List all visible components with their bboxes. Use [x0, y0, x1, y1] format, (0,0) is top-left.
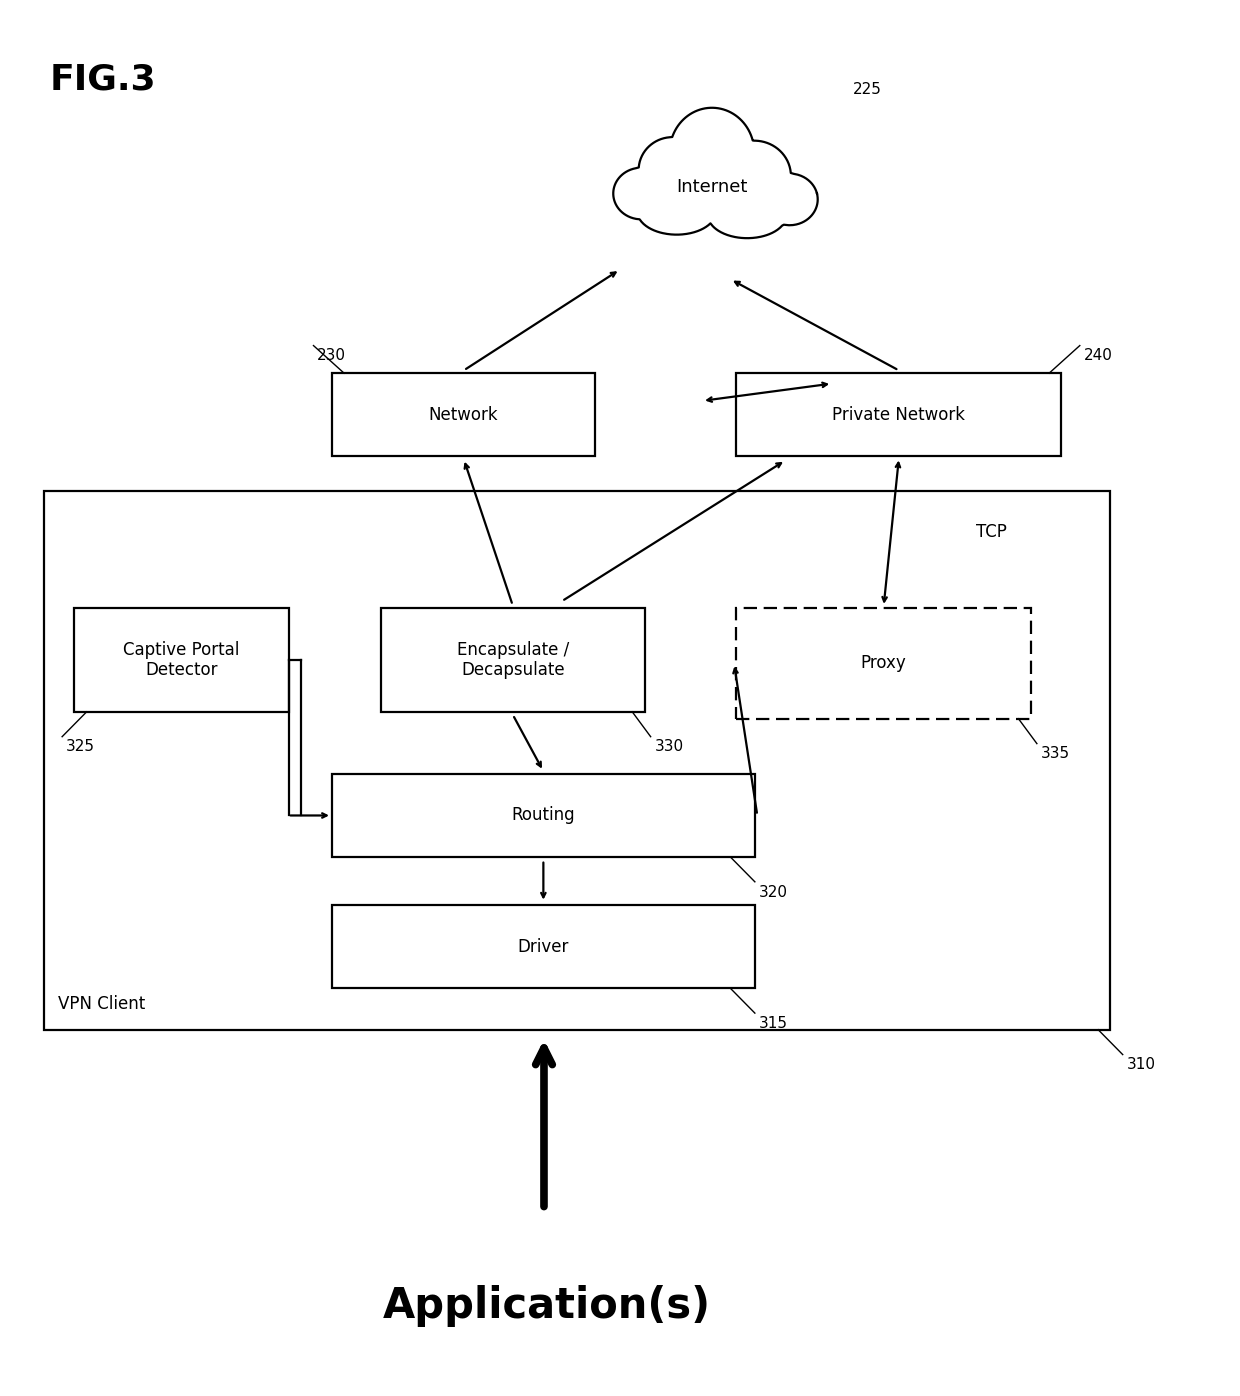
Bar: [381, 609, 645, 712]
Ellipse shape: [637, 187, 717, 235]
Ellipse shape: [718, 141, 791, 211]
Text: Network: Network: [429, 406, 498, 423]
Bar: [332, 373, 595, 456]
Bar: [332, 906, 755, 988]
Ellipse shape: [761, 173, 817, 225]
Text: FIG.3: FIG.3: [50, 63, 156, 96]
Bar: [43, 490, 1111, 1030]
Text: 330: 330: [655, 740, 683, 754]
Text: Application(s): Application(s): [382, 1286, 711, 1328]
Text: VPN Client: VPN Client: [58, 995, 145, 1013]
Text: 310: 310: [1126, 1057, 1156, 1072]
Ellipse shape: [708, 191, 786, 239]
Text: 325: 325: [66, 740, 94, 754]
Ellipse shape: [614, 168, 670, 219]
Ellipse shape: [670, 107, 754, 197]
Ellipse shape: [557, 142, 867, 272]
Text: 230: 230: [317, 349, 346, 363]
Text: TCP: TCP: [976, 524, 1007, 542]
Text: 335: 335: [1040, 747, 1070, 761]
Ellipse shape: [639, 137, 707, 202]
Bar: [332, 773, 755, 857]
Text: Encapsulate /
Decapsulate: Encapsulate / Decapsulate: [456, 641, 569, 680]
Text: 240: 240: [1084, 349, 1112, 363]
Text: Routing: Routing: [512, 807, 575, 825]
Text: Captive Portal
Detector: Captive Portal Detector: [124, 641, 239, 680]
Bar: [74, 609, 289, 712]
Bar: [737, 609, 1030, 719]
Text: 320: 320: [759, 885, 787, 899]
Text: 315: 315: [759, 1016, 787, 1030]
Text: 225: 225: [853, 82, 882, 98]
Text: Private Network: Private Network: [832, 406, 966, 423]
Text: Driver: Driver: [517, 938, 569, 956]
Bar: [737, 373, 1061, 456]
Text: Internet: Internet: [676, 177, 748, 195]
Text: Proxy: Proxy: [861, 655, 906, 673]
